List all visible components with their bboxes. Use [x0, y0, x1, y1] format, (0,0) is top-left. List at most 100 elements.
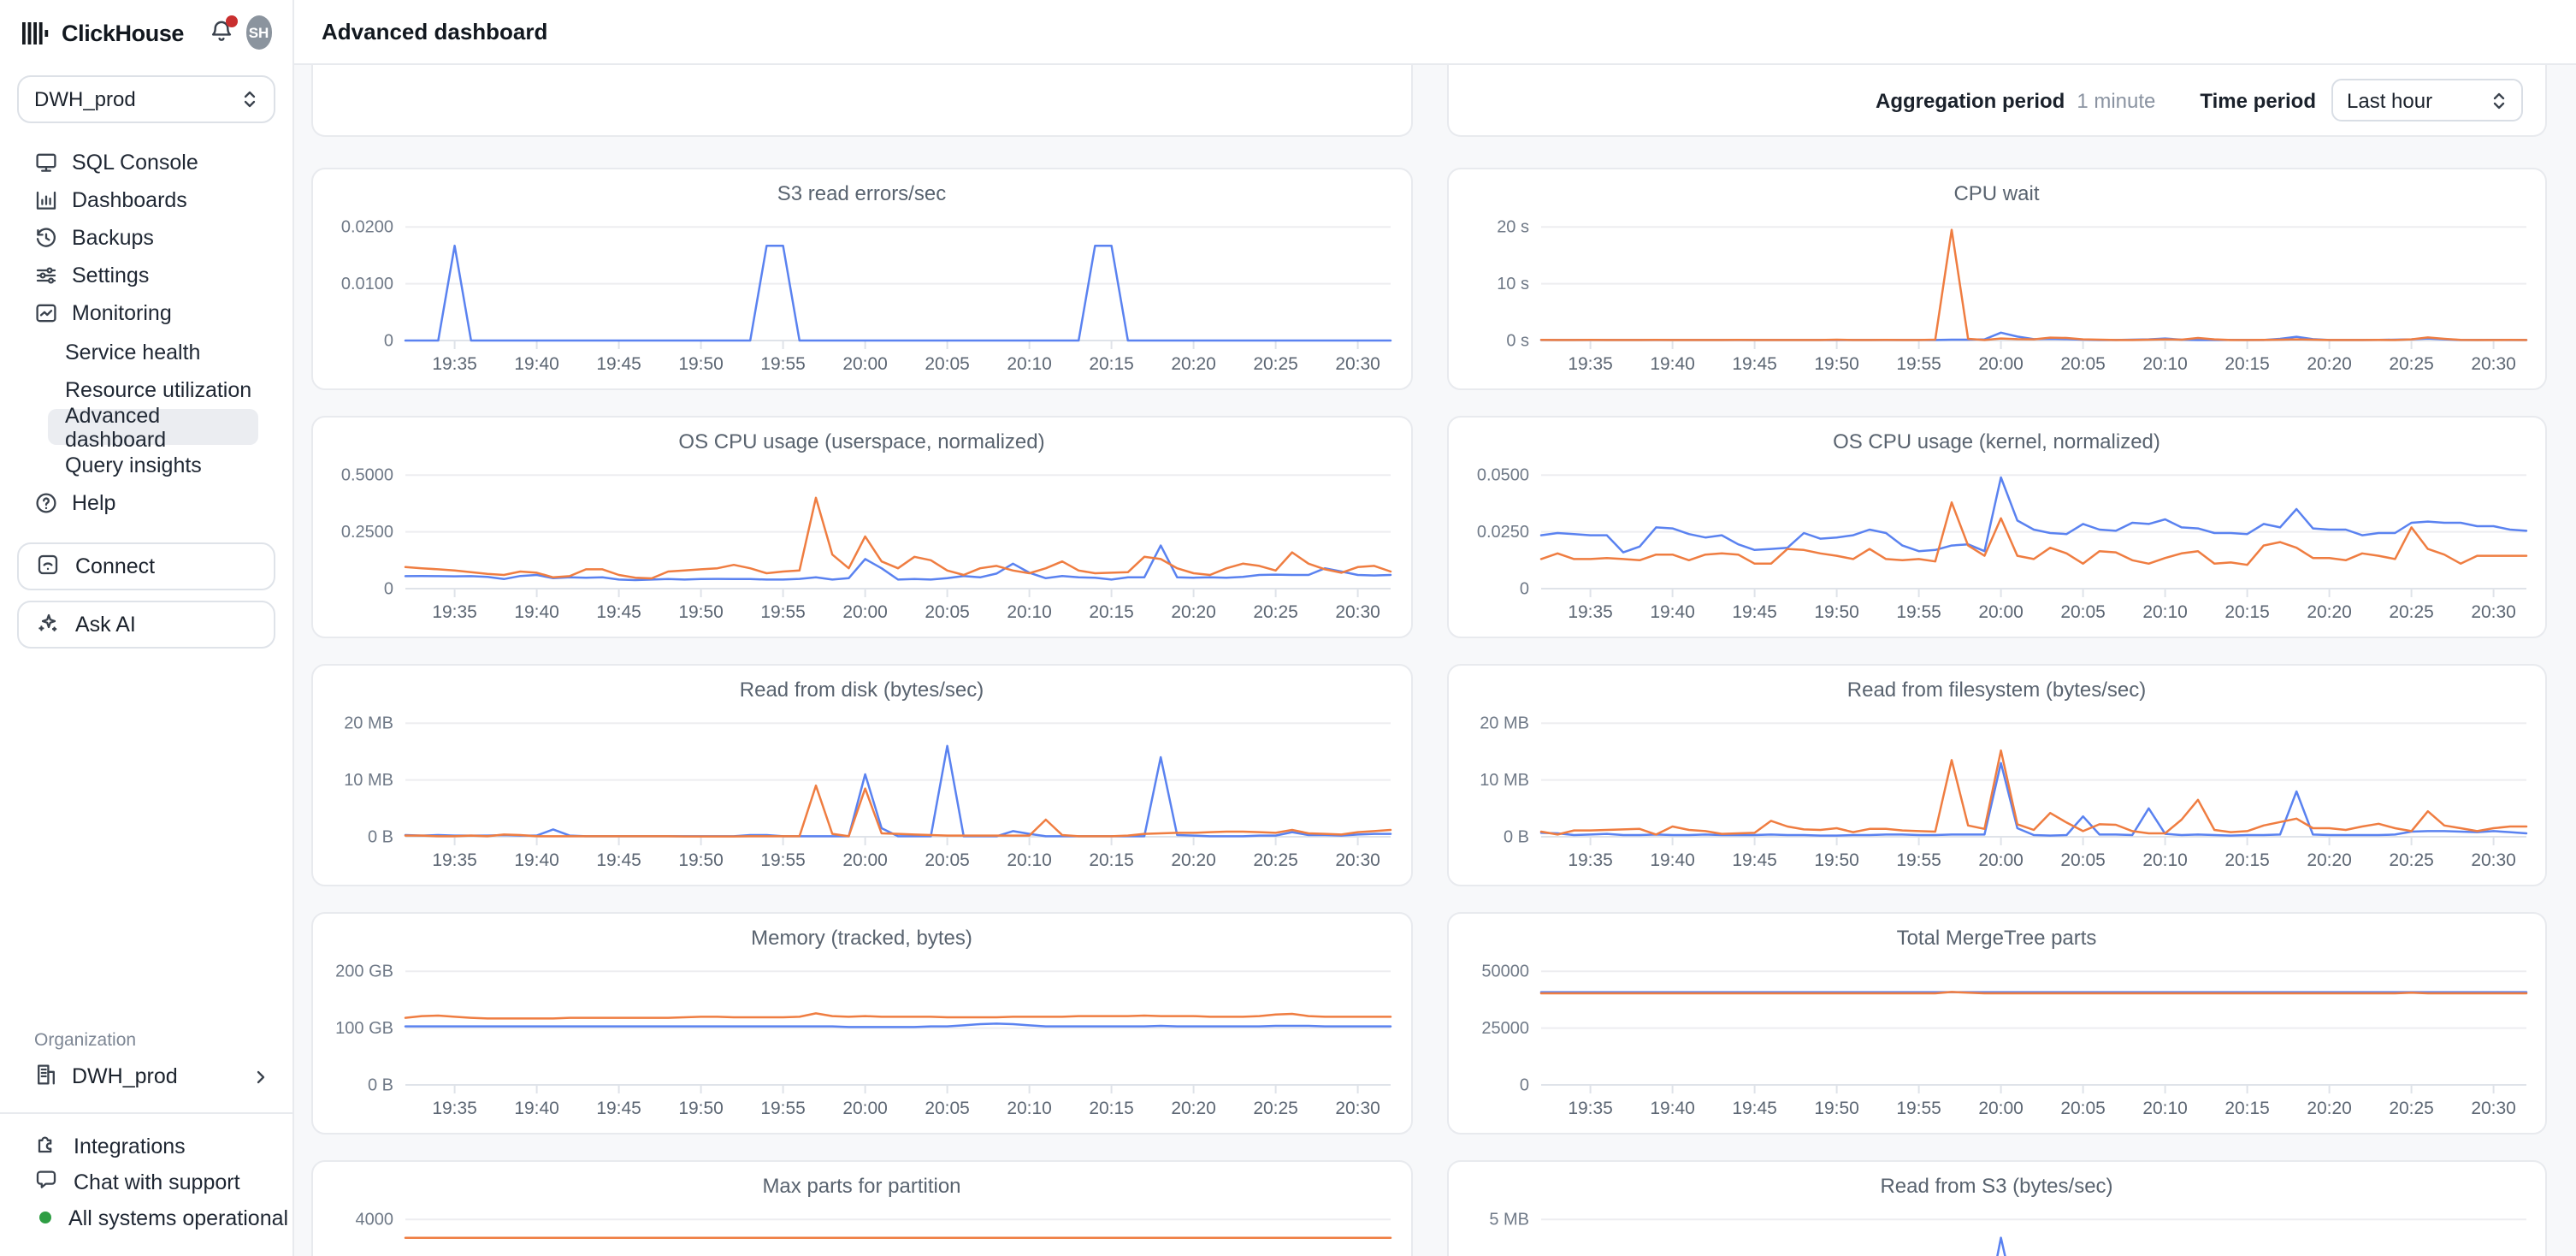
- x-tick-label: 19:55: [760, 602, 806, 622]
- x-tick-label: 20:20: [2306, 354, 2351, 374]
- chat-bubble-icon: [34, 1167, 58, 1196]
- x-tick-label: 19:45: [596, 1099, 641, 1118]
- x-tick-label: 20:05: [2059, 850, 2105, 870]
- chart-title: Read from filesystem (bytes/sec): [1846, 678, 2147, 702]
- y-tick-label: 0: [1519, 1075, 1528, 1094]
- x-tick-label: 20:10: [1007, 354, 1052, 374]
- x-tick-label: 20:05: [925, 602, 970, 622]
- sidebar-subitem-label: Query insights: [65, 453, 202, 477]
- ask-ai-label: Ask AI: [75, 613, 136, 637]
- system-status-link[interactable]: All systems operational: [0, 1200, 292, 1235]
- avatar[interactable]: SH: [245, 15, 272, 50]
- chart-title: S3 read errors/sec: [777, 181, 947, 205]
- sidebar-item-service-health[interactable]: Service health: [48, 334, 258, 370]
- sql-console-icon: [34, 151, 58, 175]
- chat-with-support-link[interactable]: Chat with support: [0, 1164, 292, 1200]
- chart-card: Total MergeTree parts 50000 25000 0 19:35 19:…: [1446, 912, 2547, 1135]
- x-tick-label: 20:00: [1977, 354, 2023, 374]
- y-tick-label: 10 MB: [344, 771, 393, 790]
- sidebar-item-monitoring[interactable]: Monitoring: [0, 294, 292, 332]
- x-tick-label: 20:30: [2470, 354, 2515, 374]
- chart-plot[interactable]: 0.0500 0.0250 0 19:35 19:40 19:45 19:50 19:55 20…: [1448, 418, 2547, 638]
- x-tick-label: 19:55: [1895, 602, 1941, 622]
- y-tick-label: 0.0500: [1476, 466, 1528, 485]
- chart-plot[interactable]: 0.5000 0.2500 0 19:35 19:40 19:45 19:50 19:55 20…: [313, 418, 1412, 638]
- connect-button[interactable]: Connect: [17, 542, 275, 590]
- x-tick-label: 20:20: [2306, 1099, 2351, 1118]
- organization-switcher[interactable]: DWH_prod: [0, 1058, 292, 1095]
- help-icon: [34, 491, 58, 515]
- sidebar-item-query-insights[interactable]: Query insights: [48, 447, 258, 483]
- x-tick-label: 20:05: [925, 850, 970, 870]
- sidebar-item-label: Settings: [72, 264, 150, 287]
- notifications-button[interactable]: [208, 15, 238, 46]
- sidebar-item-label: SQL Console: [72, 151, 198, 175]
- sidebar-item-advanced-dashboard[interactable]: Advanced dashboard: [48, 403, 258, 451]
- y-tick-label: 5 MB: [1488, 1211, 1528, 1229]
- y-tick-label: 20 MB: [1479, 714, 1528, 733]
- footer-item-label: Integrations: [74, 1134, 186, 1158]
- sidebar-item-backups[interactable]: Backups: [0, 219, 292, 257]
- sidebar-item-sql-console[interactable]: SQL Console: [0, 144, 292, 181]
- chart-plot[interactable]: 20 MB 10 MB 0 B 19:35 19:40 19:45 19:50 19:55 20…: [313, 666, 1412, 886]
- x-tick-label: 20:15: [1089, 1099, 1134, 1118]
- x-tick-label: 20:20: [2306, 850, 2351, 870]
- chart-title: Memory (tracked, bytes): [751, 926, 972, 950]
- x-tick-label: 20:15: [1089, 354, 1134, 374]
- x-tick-label: 20:10: [1007, 1099, 1052, 1118]
- sidebar-item-dashboards[interactable]: Dashboards: [0, 181, 292, 219]
- series-orange: [1539, 749, 2527, 836]
- x-tick-label: 19:50: [1813, 1099, 1858, 1118]
- topbar: Advanced dashboard: [294, 0, 2576, 65]
- service-selector[interactable]: DWH_prod: [17, 75, 275, 123]
- x-tick-label: 19:55: [760, 850, 806, 870]
- chevron-right-icon: [257, 1069, 265, 1083]
- chart-title: Max parts for partition: [762, 1174, 961, 1198]
- footer-item-label: Chat with support: [74, 1170, 240, 1194]
- chart-plot[interactable]: 50000 25000 0 19:35 19:40 19:45 19:50 19:55 20:0…: [1448, 914, 2547, 1135]
- x-tick-label: 20:25: [1253, 850, 1298, 870]
- x-tick-label: 20:15: [2224, 850, 2269, 870]
- chart-plot[interactable]: 20 MB 10 MB 0 B 19:35 19:40 19:45 19:50 19:55 20…: [1448, 666, 2547, 886]
- chart-card: S3 read errors/sec 0.0200 0.0100 0 19:35 19:4…: [311, 168, 1412, 390]
- y-tick-label: 10 MB: [1479, 771, 1528, 790]
- x-tick-label: 20:10: [2142, 602, 2187, 622]
- sidebar-item-settings[interactable]: Settings: [0, 257, 292, 294]
- x-tick-label: 20:05: [2059, 354, 2105, 374]
- partial-chart-card: Aggregation period 1 minute Time period …: [1446, 65, 2547, 137]
- x-tick-label: 20:15: [1089, 850, 1134, 870]
- chart-card: CPU wait 20 s 10 s 0 s 19:35 19:40 19:45 19:50 1…: [1446, 168, 2547, 390]
- sidebar-item-resource-utilization[interactable]: Resource utilization: [48, 371, 258, 407]
- y-tick-label: 0: [384, 579, 393, 598]
- sidebar-item-help[interactable]: Help: [0, 484, 292, 522]
- aggregation-period-label: Aggregation period: [1876, 88, 2065, 112]
- time-period-value: Last hour: [2347, 88, 2433, 112]
- time-period-select[interactable]: Last hour: [2331, 79, 2523, 121]
- x-tick-label: 20:30: [1335, 602, 1380, 622]
- chart-plot[interactable]: 0.0200 0.0100 0 19:35 19:40 19:45 19:50 19:55 20…: [313, 169, 1412, 390]
- x-tick-label: 20:10: [2142, 850, 2187, 870]
- chart-title: OS CPU usage (userspace, normalized): [678, 430, 1045, 453]
- x-tick-label: 19:35: [432, 354, 477, 374]
- x-tick-label: 20:05: [925, 1099, 970, 1118]
- chart-plot[interactable]: 5 MB2.5 MB0 B19:3519:4019:4519:5019:5520…: [1448, 1162, 2547, 1256]
- y-tick-label: 0 s: [1505, 331, 1528, 350]
- x-tick-label: 19:50: [1813, 850, 1858, 870]
- integrations-link[interactable]: Integrations: [0, 1128, 292, 1164]
- chart-plot[interactable]: 40002000019:3519:4019:4519:5019:5520:002…: [313, 1162, 1412, 1256]
- y-tick-label: 0: [384, 331, 393, 350]
- ask-ai-button[interactable]: Ask AI: [17, 601, 275, 649]
- chart-card: Max parts for partition40002000019:3519:…: [311, 1160, 1412, 1256]
- bell-icon: [210, 21, 231, 41]
- settings-sliders-icon: [34, 264, 58, 287]
- x-tick-label: 19:35: [1567, 602, 1612, 622]
- x-tick-label: 19:55: [760, 1099, 806, 1118]
- aggregation-period-value[interactable]: 1 minute: [2077, 88, 2156, 112]
- x-tick-label: 20:30: [2470, 850, 2515, 870]
- x-tick-label: 20:25: [1253, 1099, 1298, 1118]
- y-tick-label: 0.0200: [341, 218, 393, 237]
- x-tick-label: 20:00: [1977, 850, 2023, 870]
- chart-plot[interactable]: 20 s 10 s 0 s 19:35 19:40 19:45 19:50 19:55 20:0…: [1448, 169, 2547, 390]
- chart-plot[interactable]: 200 GB 100 GB 0 B 19:35 19:40 19:45 19:50 19:55…: [313, 914, 1412, 1135]
